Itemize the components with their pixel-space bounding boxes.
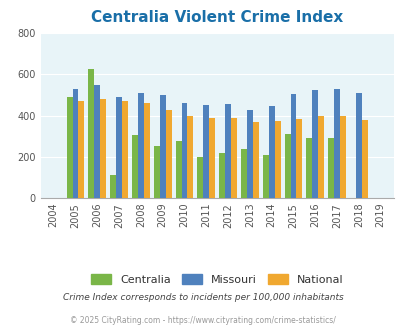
Bar [203,105,209,198]
Bar [219,152,225,198]
Bar [181,103,187,198]
Bar [262,155,268,198]
Bar [209,117,215,198]
Bar [66,97,72,198]
Bar [122,101,128,198]
Bar [100,99,106,198]
Bar [187,115,193,198]
Bar [132,135,138,198]
Bar [268,106,274,198]
Bar [333,89,339,198]
Bar [328,138,333,198]
Bar [94,84,100,198]
Bar [153,147,159,198]
Bar [318,115,323,198]
Bar [290,94,296,198]
Bar [361,120,367,198]
Bar [175,141,181,198]
Bar [230,117,237,198]
Bar [246,110,252,198]
Bar [138,93,143,198]
Bar [165,110,171,198]
Bar [355,93,361,198]
Bar [225,104,230,198]
Bar [296,118,302,198]
Bar [311,90,318,198]
Bar [197,157,203,198]
Bar [284,134,290,198]
Bar [116,97,122,198]
Bar [110,175,116,198]
Bar [274,121,280,198]
Text: Crime Index corresponds to incidents per 100,000 inhabitants: Crime Index corresponds to incidents per… [62,293,343,302]
Bar [339,115,345,198]
Bar [252,122,258,198]
Bar [78,101,84,198]
Title: Centralia Violent Crime Index: Centralia Violent Crime Index [91,10,343,25]
Bar [72,89,78,198]
Legend: Centralia, Missouri, National: Centralia, Missouri, National [87,270,347,289]
Bar [306,138,311,198]
Bar [159,95,165,198]
Bar [88,69,94,198]
Bar [143,103,149,198]
Text: © 2025 CityRating.com - https://www.cityrating.com/crime-statistics/: © 2025 CityRating.com - https://www.city… [70,316,335,325]
Bar [241,148,246,198]
